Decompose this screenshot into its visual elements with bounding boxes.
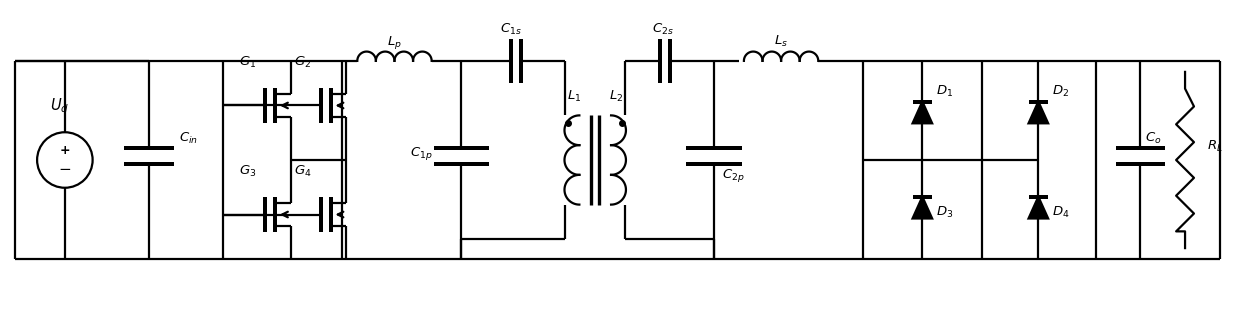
Text: −: − <box>58 163 71 177</box>
Text: $L_2$: $L_2$ <box>609 89 624 104</box>
Text: $C_{1s}$: $C_{1s}$ <box>500 22 522 37</box>
Text: +: + <box>60 144 71 156</box>
Text: $D_4$: $D_4$ <box>1053 204 1070 220</box>
Text: $L_1$: $L_1$ <box>567 89 582 104</box>
Text: $L_s$: $L_s$ <box>774 34 789 49</box>
Text: $D_2$: $D_2$ <box>1053 84 1069 99</box>
Polygon shape <box>913 197 932 219</box>
Text: $G_2$: $G_2$ <box>294 55 311 70</box>
Text: $D_3$: $D_3$ <box>936 204 954 220</box>
Text: $G_1$: $G_1$ <box>238 55 255 70</box>
Text: $C_{2s}$: $C_{2s}$ <box>652 22 673 37</box>
Text: $D_1$: $D_1$ <box>936 84 954 99</box>
Polygon shape <box>1028 101 1048 123</box>
Text: $G_4$: $G_4$ <box>294 164 311 179</box>
Text: $C_{1p}$: $C_{1p}$ <box>410 145 433 162</box>
Text: $C_{in}$: $C_{in}$ <box>179 131 198 146</box>
Polygon shape <box>913 101 932 123</box>
Text: $L_p$: $L_p$ <box>387 34 402 51</box>
Text: $C_o$: $C_o$ <box>1146 131 1162 146</box>
Polygon shape <box>1028 197 1048 219</box>
Text: $C_{2p}$: $C_{2p}$ <box>722 167 745 184</box>
Text: $U_d$: $U_d$ <box>51 96 69 115</box>
Text: $G_3$: $G_3$ <box>238 164 255 179</box>
Text: $R_L$: $R_L$ <box>1207 139 1223 154</box>
